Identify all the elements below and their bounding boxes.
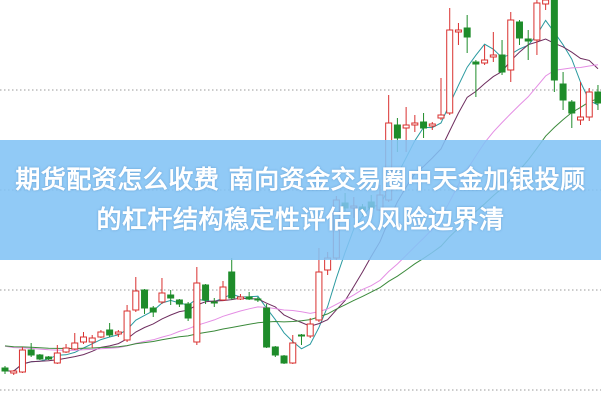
candle-down (550, 0, 558, 81)
candle-up (507, 19, 515, 71)
candle-down (36, 354, 44, 360)
candle-up (97, 331, 105, 338)
candle-down (175, 299, 183, 305)
candle-down (498, 54, 506, 73)
candle-up (158, 292, 166, 303)
candle-up (114, 331, 122, 335)
candle-up (53, 352, 61, 364)
candle-down (1, 367, 9, 372)
candle-down (202, 284, 210, 301)
candle-down (594, 91, 601, 104)
candle-up (79, 336, 87, 343)
candle-up (411, 122, 419, 126)
candle-up (481, 59, 489, 64)
candle-down (559, 83, 567, 101)
candle-up (315, 271, 323, 321)
candle-up (62, 347, 70, 353)
candle-up (489, 54, 497, 58)
candle-down (106, 329, 114, 336)
candle-down (472, 61, 480, 65)
candle-down (515, 21, 523, 39)
candle-down (568, 101, 576, 114)
candle-down (167, 294, 175, 299)
candle-down (271, 346, 279, 356)
candle-down (149, 307, 157, 313)
candle-up (306, 323, 314, 337)
candle-down (263, 307, 271, 348)
candle-up (289, 342, 297, 364)
candle-up (402, 124, 410, 129)
candle-up (533, 2, 541, 41)
candle-up (542, 0, 550, 5)
candle-down (27, 349, 35, 356)
candle-up (236, 296, 244, 300)
candle-up (454, 29, 462, 33)
candle-up (219, 286, 227, 301)
candle-down (420, 121, 428, 129)
candle-up (577, 116, 585, 121)
title-banner: 期货配资怎么收费 南向资金交易圈中天金加银投顾的杠杆结构稳定性评估以风险边界清 (0, 140, 601, 260)
candle-up (18, 349, 26, 373)
candle-down (184, 303, 192, 319)
ma20-line (4, 64, 599, 351)
candle-down (228, 271, 236, 299)
candle-up (428, 123, 436, 127)
candle-up (132, 290, 140, 311)
candle-down (245, 296, 253, 300)
candle-up (10, 370, 18, 374)
candle-down (210, 301, 218, 304)
candle-down (393, 124, 401, 139)
candle-up (585, 91, 593, 118)
candle-down (463, 27, 471, 38)
candle-up (123, 310, 131, 341)
candle-down (280, 355, 288, 364)
candle-down (141, 289, 149, 309)
candle-down (254, 298, 262, 301)
candle-up (71, 342, 79, 350)
candle-up (88, 337, 96, 343)
candle-down (524, 38, 532, 42)
article-title: 期货配资怎么收费 南向资金交易圈中天金加银投顾的杠杆结构稳定性评估以风险边界清 (15, 165, 586, 234)
candle-down (45, 356, 53, 360)
candle-down (297, 334, 305, 337)
candle-up (193, 282, 201, 343)
candle-up (446, 29, 454, 114)
candle-up (437, 114, 445, 119)
